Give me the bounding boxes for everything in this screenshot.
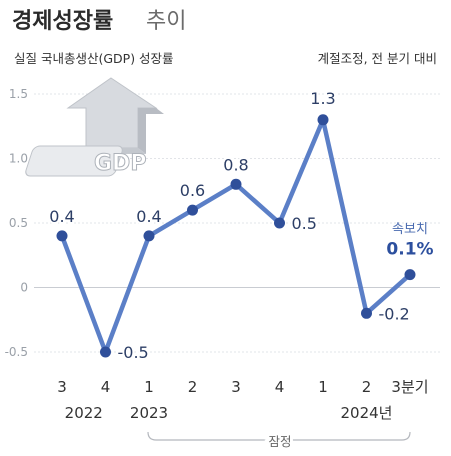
preliminary-flash-note: 속보치 (392, 222, 428, 237)
y-tick-label: 0.5 (9, 216, 28, 230)
x-tick-label: 3분기 (391, 378, 428, 396)
data-point (404, 269, 416, 281)
data-label: 0.4 (49, 207, 74, 226)
x-tick-label: 4 (275, 378, 285, 396)
chart-title: 경제성장률 (12, 9, 113, 34)
data-label: -0.2 (379, 304, 410, 323)
preliminary-bracket (147, 431, 411, 441)
y-axis: 1.5 1.0 0.5 0 -0.5 (5, 87, 28, 359)
year-labels: 2022 2023 2024년 (65, 404, 393, 422)
x-axis: 3 4 1 2 3 4 1 2 3분기 (57, 378, 428, 396)
grid (34, 93, 440, 353)
x-tick-label: 1 (318, 378, 328, 396)
chart-subtitle-right: 계절조정, 전 분기 대비 (318, 51, 437, 66)
data-label: 1.3 (310, 89, 335, 108)
data-point (361, 307, 372, 319)
year-label: 2024년 (341, 404, 393, 422)
data-label: 0.6 (180, 181, 205, 200)
data-label: 0.5 (292, 214, 317, 233)
x-tick-label: 2 (362, 378, 372, 396)
y-tick-label: 0 (20, 281, 28, 295)
x-tick-label: 2 (188, 378, 198, 396)
data-label: 0.1% (386, 240, 433, 260)
gdp-icon-text: GDP (94, 151, 146, 176)
data-label: -0.5 (118, 343, 149, 362)
data-point (100, 346, 111, 358)
data-point (317, 114, 329, 126)
data-point (56, 230, 68, 242)
chart-subtitle: 실질 국내총생산(GDP) 성장률 (14, 51, 174, 66)
y-tick-label: 1.0 (9, 152, 28, 166)
data-point (274, 217, 285, 229)
gdp-growth-arrow-icon: GDP (25, 77, 164, 177)
x-tick-label: 3 (231, 378, 241, 396)
series-points (56, 114, 416, 358)
chart-title-suffix: 추이 (146, 9, 186, 34)
year-label: 2022 (65, 404, 103, 422)
preliminary-label: 잠정 (268, 434, 291, 449)
x-tick-label: 3 (57, 378, 67, 396)
data-labels: 0.4 -0.5 0.4 0.6 0.8 0.5 1.3 -0.2 0.1% (47, 87, 435, 364)
data-point (143, 230, 155, 242)
data-label: 0.8 (223, 155, 248, 174)
y-tick-label: -0.5 (5, 345, 28, 359)
x-tick-label: 4 (101, 378, 111, 396)
y-tick-label: 1.5 (9, 87, 28, 101)
year-label: 2023 (130, 404, 168, 422)
data-point (187, 204, 198, 216)
data-label: 0.4 (136, 207, 161, 226)
data-point (230, 178, 242, 190)
x-tick-label: 1 (144, 378, 154, 396)
